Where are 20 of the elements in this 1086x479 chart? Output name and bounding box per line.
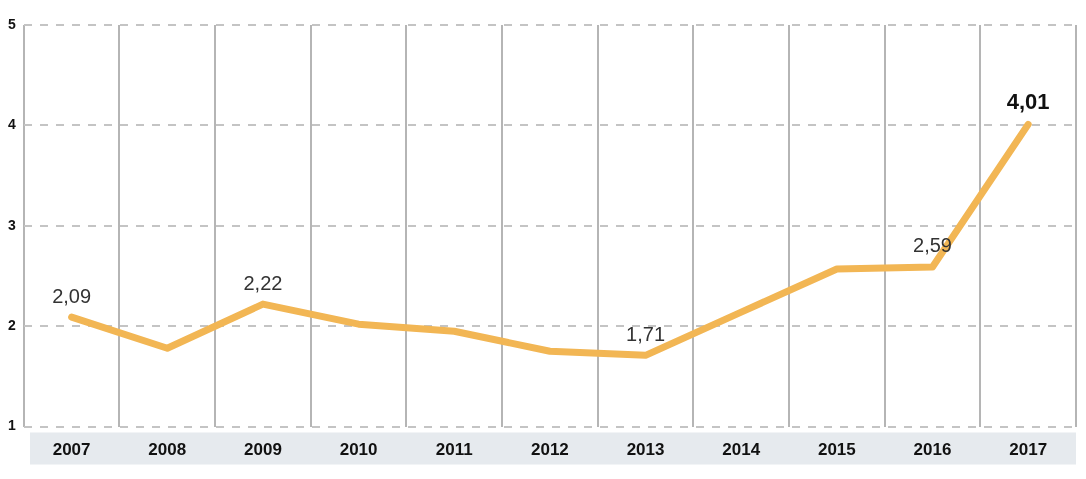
data-label: 1,71 xyxy=(626,322,666,345)
x-tick-label: 2013 xyxy=(626,440,665,460)
data-label: 2,22 xyxy=(243,271,283,294)
y-tick-label: 1 xyxy=(7,417,16,434)
x-tick-label: 2012 xyxy=(530,440,569,460)
x-tick-label: 2008 xyxy=(148,440,187,460)
y-tick-label: 4 xyxy=(7,116,16,133)
x-tick-label: 2007 xyxy=(52,440,91,460)
y-tick-label: 5 xyxy=(7,15,16,32)
x-tick-label: 2009 xyxy=(244,440,282,460)
x-tick-label: 2014 xyxy=(722,440,761,460)
data-label: 2,09 xyxy=(52,284,92,307)
x-tick-label: 2016 xyxy=(913,440,952,460)
data-label: 4,01 xyxy=(1006,89,1050,115)
y-tick-label: 3 xyxy=(7,216,16,233)
x-tick-label: 2017 xyxy=(1009,440,1048,460)
x-tick-label: 2011 xyxy=(435,440,473,460)
y-tick-label: 2 xyxy=(7,317,16,334)
x-tick-label: 2015 xyxy=(817,440,856,460)
x-tick-label: 2010 xyxy=(339,440,378,460)
